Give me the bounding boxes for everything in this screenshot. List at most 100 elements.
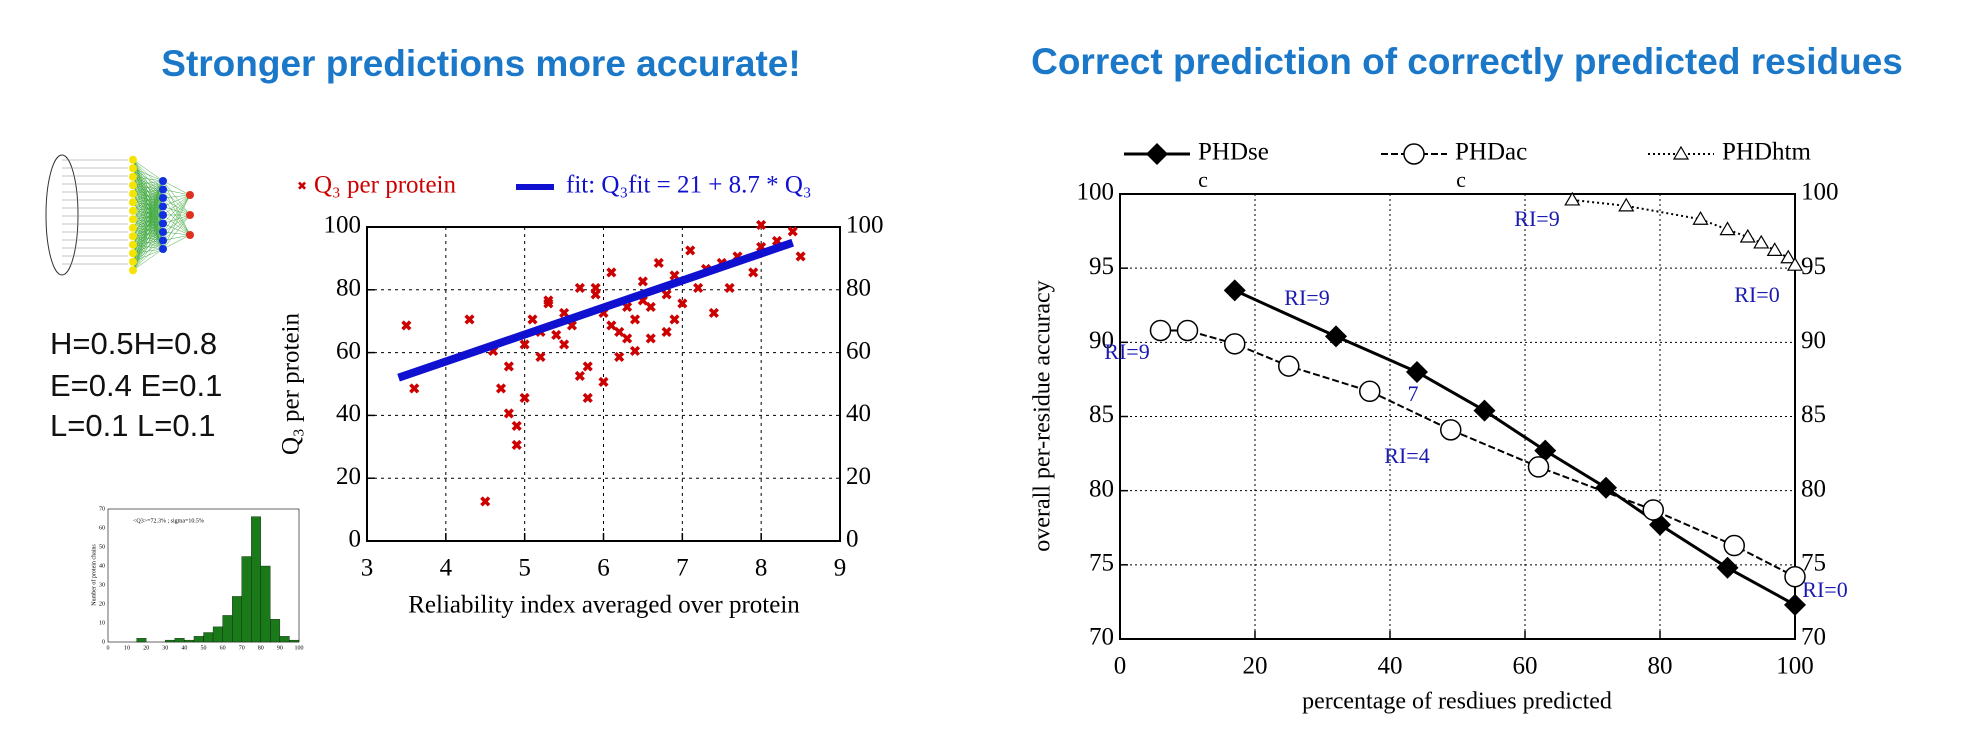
- scatter-point: ✖: [661, 288, 673, 303]
- scatter-point: ✖: [582, 361, 594, 376]
- network-node: [159, 245, 167, 253]
- scatter-point: ✖: [684, 244, 696, 259]
- network-node: [129, 232, 137, 241]
- network-node: [129, 155, 137, 164]
- scatter-point: ✖: [613, 326, 625, 341]
- scatter-point: ✖: [574, 370, 586, 385]
- network-edge: [162, 234, 191, 250]
- y2-tick-label: 100: [1801, 179, 1839, 206]
- scatter-point: ✖: [645, 301, 657, 316]
- marker: [1739, 228, 1756, 243]
- network-edge: [132, 168, 164, 182]
- scatter-point: ✖: [629, 345, 641, 360]
- network-edge: [132, 180, 164, 220]
- chart-title: <Q3>=72.3% ; sigma=10.5%: [133, 518, 204, 524]
- x-tick-label: 40: [181, 645, 187, 651]
- scatter-point: ✖: [582, 392, 594, 407]
- network-edge: [132, 197, 164, 271]
- marker: [1325, 325, 1347, 348]
- scatter-point: ✖: [535, 326, 547, 341]
- y-tick-label: 60: [99, 525, 105, 531]
- marker: [1564, 191, 1581, 206]
- scatter-point: ✖: [661, 326, 673, 341]
- legend-swatch: ✖: [297, 179, 307, 193]
- scatter-point: ✖: [606, 266, 618, 281]
- marker: [1784, 565, 1806, 588]
- network-node: [186, 211, 194, 219]
- series-line: [1572, 198, 1796, 266]
- bar: [289, 639, 300, 643]
- scatter-point: ✖: [503, 361, 515, 376]
- x-tick-label: 9: [834, 555, 847, 582]
- scatter-point: ✖: [519, 339, 531, 354]
- y2-tick-label: 75: [1801, 550, 1826, 577]
- text-line: E=0.4 E=0.1: [50, 368, 222, 403]
- network-edge: [162, 206, 191, 216]
- network-edge: [132, 206, 164, 271]
- network-edge: [162, 214, 191, 241]
- network-edge: [132, 189, 164, 271]
- network-edge: [132, 180, 164, 186]
- x-tick-label: 0: [1114, 653, 1127, 680]
- scatter-point: ✖: [724, 282, 736, 297]
- scatter-point: ✖: [464, 313, 476, 328]
- scatter-point: ✖: [621, 332, 633, 347]
- y2-tick-label: 20: [846, 463, 871, 490]
- y2-tick-label: 70: [1801, 624, 1826, 651]
- network-edge: [162, 194, 191, 216]
- bar: [174, 638, 185, 643]
- scatter-point: ✖: [637, 276, 649, 291]
- y-axis-label: Number of protein chains: [90, 544, 97, 606]
- scatter-point: ✖: [708, 307, 720, 322]
- x-tick-label: 6: [597, 555, 610, 582]
- y2-tick-label: 85: [1801, 401, 1826, 428]
- scatter-point: ✖: [495, 382, 507, 397]
- network-edge: [132, 223, 164, 271]
- scatter-point: ✖: [795, 251, 807, 266]
- annotation: 7: [1408, 381, 1419, 406]
- scatter-point: ✖: [503, 408, 515, 423]
- x-tick-label: 90: [277, 645, 283, 651]
- y2-tick-label: 60: [846, 337, 871, 364]
- y-tick-label: 75: [1089, 550, 1114, 577]
- x-axis-label: percentage of resdiues predicted: [1302, 689, 1612, 715]
- network-edge: [162, 214, 191, 224]
- y-tick-label: 0: [349, 526, 362, 553]
- network-edge: [162, 197, 191, 216]
- scatter-point: ✖: [606, 320, 618, 335]
- network-input: [45, 154, 79, 276]
- legend-label: PHDse: [1198, 139, 1269, 166]
- bar: [241, 556, 252, 643]
- scatter-point: ✖: [590, 282, 602, 297]
- network-node: [129, 266, 137, 275]
- scatter-point: ✖: [621, 301, 633, 316]
- y-tick-label: 90: [1089, 327, 1114, 354]
- y-tick-label: 80: [336, 275, 361, 302]
- scatter-point: ✖: [755, 241, 767, 256]
- x-tick-label: 20: [143, 645, 149, 651]
- annotation: RI=9: [1514, 206, 1559, 231]
- network-node: [159, 219, 167, 228]
- scatter-point: ✖: [787, 225, 799, 240]
- annotation: RI=0: [1802, 577, 1847, 602]
- scatter-point: ✖: [558, 307, 570, 322]
- y-tick-label: 60: [336, 337, 361, 364]
- bar: [165, 639, 176, 643]
- legend-label: fit: Q₃fit = 21 + 8.7 * Q₃: [566, 172, 812, 199]
- x-tick-label: 100: [1776, 653, 1814, 680]
- annotation: RI=9: [1104, 339, 1149, 364]
- network-node: [129, 240, 137, 249]
- scatter-point: ✖: [676, 298, 688, 313]
- scatter-point: ✖: [542, 298, 554, 313]
- network-edge: [162, 180, 191, 236]
- network-edge: [162, 214, 191, 250]
- text-line: L=0.1 L=0.1: [50, 408, 216, 443]
- x-tick-label: 60: [220, 645, 226, 651]
- scatter-point: ✖: [692, 282, 704, 297]
- network-node: [129, 249, 137, 258]
- marker: [1780, 249, 1797, 264]
- y-tick-label: 30: [99, 582, 105, 588]
- scatter-point: ✖: [590, 288, 602, 303]
- network-edge: [132, 180, 164, 254]
- series-line: [1160, 329, 1796, 578]
